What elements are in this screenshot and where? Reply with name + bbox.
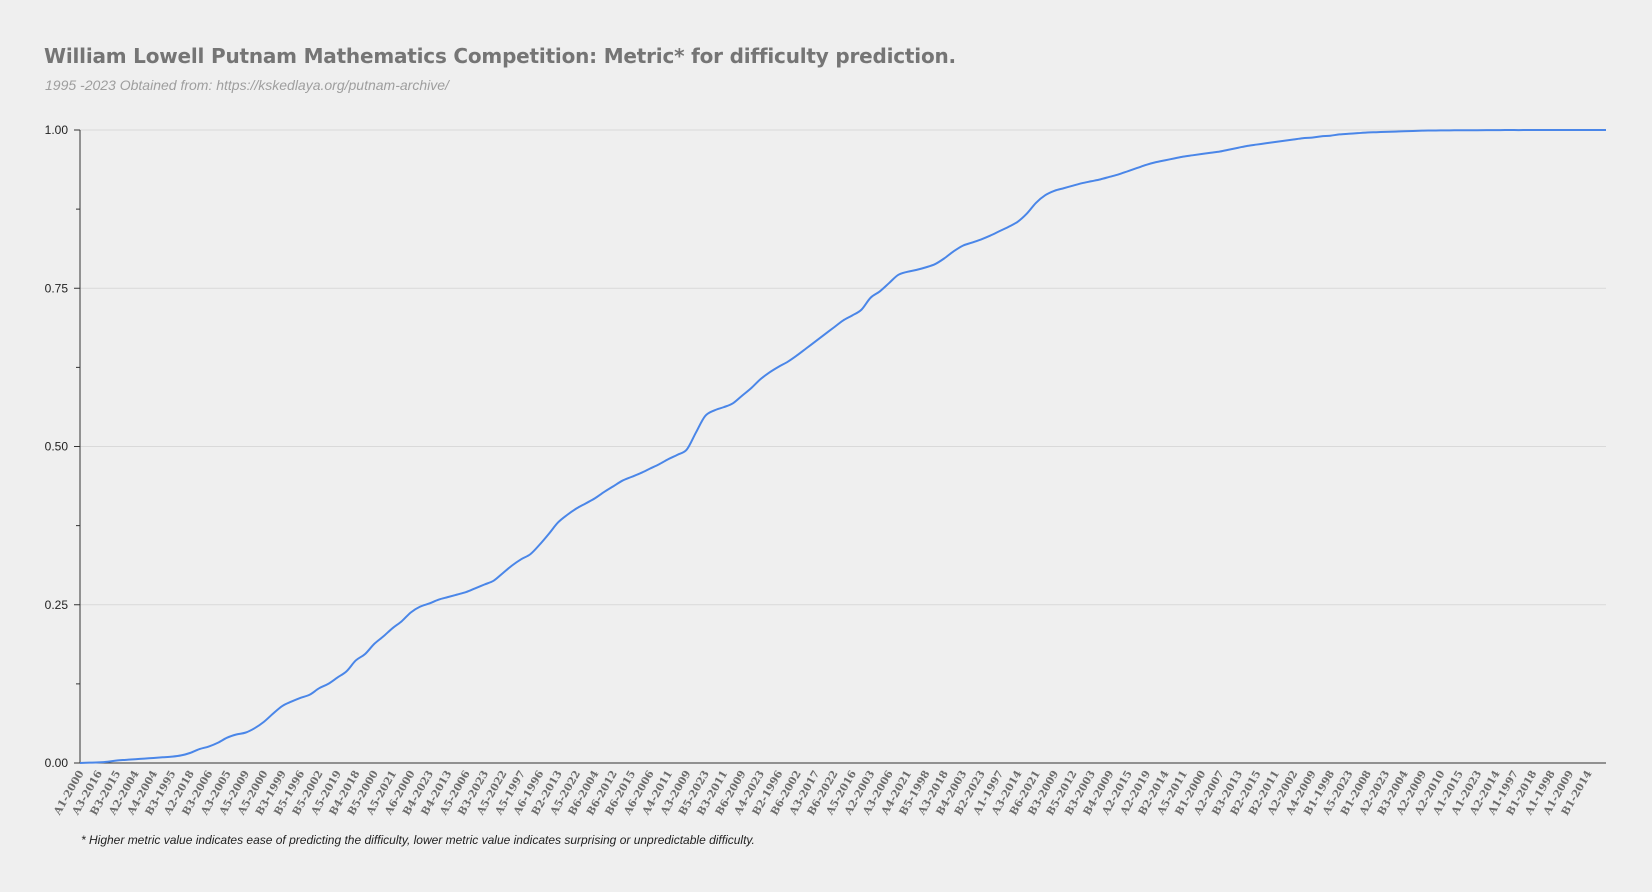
chart-footnote: * Higher metric value indicates ease of …	[81, 833, 755, 847]
y-axis: 0.00 0.25 0.50 0.75 1.00	[45, 123, 81, 770]
y-tick-label: 0.00	[45, 756, 69, 770]
x-axis: A1-2000A3-2016B3-2015A2-2004A4-2004B3-19…	[51, 762, 1606, 818]
series-line	[79, 128, 1606, 764]
chart-title: William Lowell Putnam Mathematics Compet…	[44, 44, 956, 68]
gridlines	[80, 129, 1606, 606]
y-tick-label: 1.00	[45, 123, 69, 137]
series-layer	[79, 128, 1606, 764]
y-tick-label: 0.50	[45, 440, 69, 454]
y-tick-label: 0.75	[45, 281, 69, 295]
chart-subtitle: 1995 -2023 Obtained from: https://kskedl…	[45, 77, 449, 93]
y-tick-label: 0.25	[45, 598, 69, 612]
